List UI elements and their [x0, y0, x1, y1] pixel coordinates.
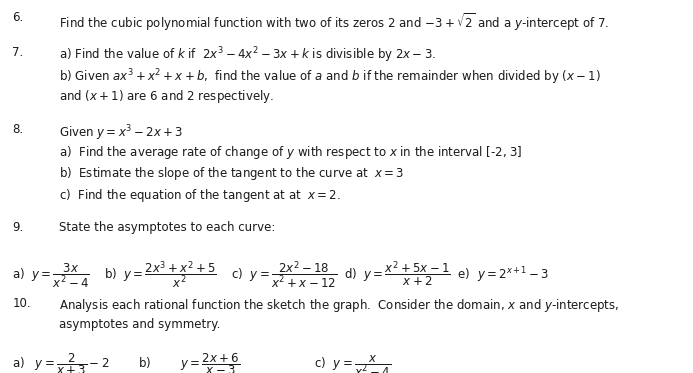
Text: a) Find the value of $k$ if  $2x^3-4x^2-3x+k$ is divisible by $2x-3$.: a) Find the value of $k$ if $2x^3-4x^2-3… — [59, 46, 436, 66]
Text: 7.: 7. — [12, 46, 24, 59]
Text: b)  Estimate the slope of the tangent to the curve at  $x=3$: b) Estimate the slope of the tangent to … — [59, 165, 404, 182]
Text: and $(x+1)$ are 6 and 2 respectively.: and $(x+1)$ are 6 and 2 respectively. — [59, 88, 274, 106]
Text: Analysis each rational function the sketch the graph.  Consider the domain, $x$ : Analysis each rational function the sket… — [59, 297, 620, 314]
Text: 9.: 9. — [12, 221, 24, 234]
Text: Find the cubic polynomial function with two of its zeros 2 and $-3+\sqrt{2}$ and: Find the cubic polynomial function with … — [59, 11, 609, 33]
Text: c)  Find the equation of the tangent at at  $x=2$.: c) Find the equation of the tangent at a… — [59, 186, 341, 204]
Text: a)  Find the average rate of change of $y$ with respect to $x$ in the interval [: a) Find the average rate of change of $y… — [59, 144, 523, 162]
Text: 8.: 8. — [12, 123, 24, 136]
Text: 6.: 6. — [12, 11, 24, 24]
Text: 10.: 10. — [12, 297, 31, 310]
Text: asymptotes and symmetry.: asymptotes and symmetry. — [59, 318, 220, 331]
Text: b) Given $ax^3+x^2+x+b$,  find the value of $a$ and $b$ if the remainder when di: b) Given $ax^3+x^2+x+b$, find the value … — [59, 67, 601, 87]
Text: State the asymptotes to each curve:: State the asymptotes to each curve: — [59, 221, 275, 234]
Text: a)  $y=\dfrac{3x}{x^2-4}$    b)  $y=\dfrac{2x^3+x^2+5}{x^2}$    c)  $y=\dfrac{2x: a) $y=\dfrac{3x}{x^2-4}$ b) $y=\dfrac{2x… — [12, 259, 550, 291]
Text: Given $y=x^3-2x+3$: Given $y=x^3-2x+3$ — [59, 123, 183, 143]
Text: a)   $y=\dfrac{2}{x+3}-2$        b)        $y=\dfrac{2x+6}{x-3}$                : a) $y=\dfrac{2}{x+3}-2$ b) $y=\dfrac{2x+… — [12, 351, 392, 373]
